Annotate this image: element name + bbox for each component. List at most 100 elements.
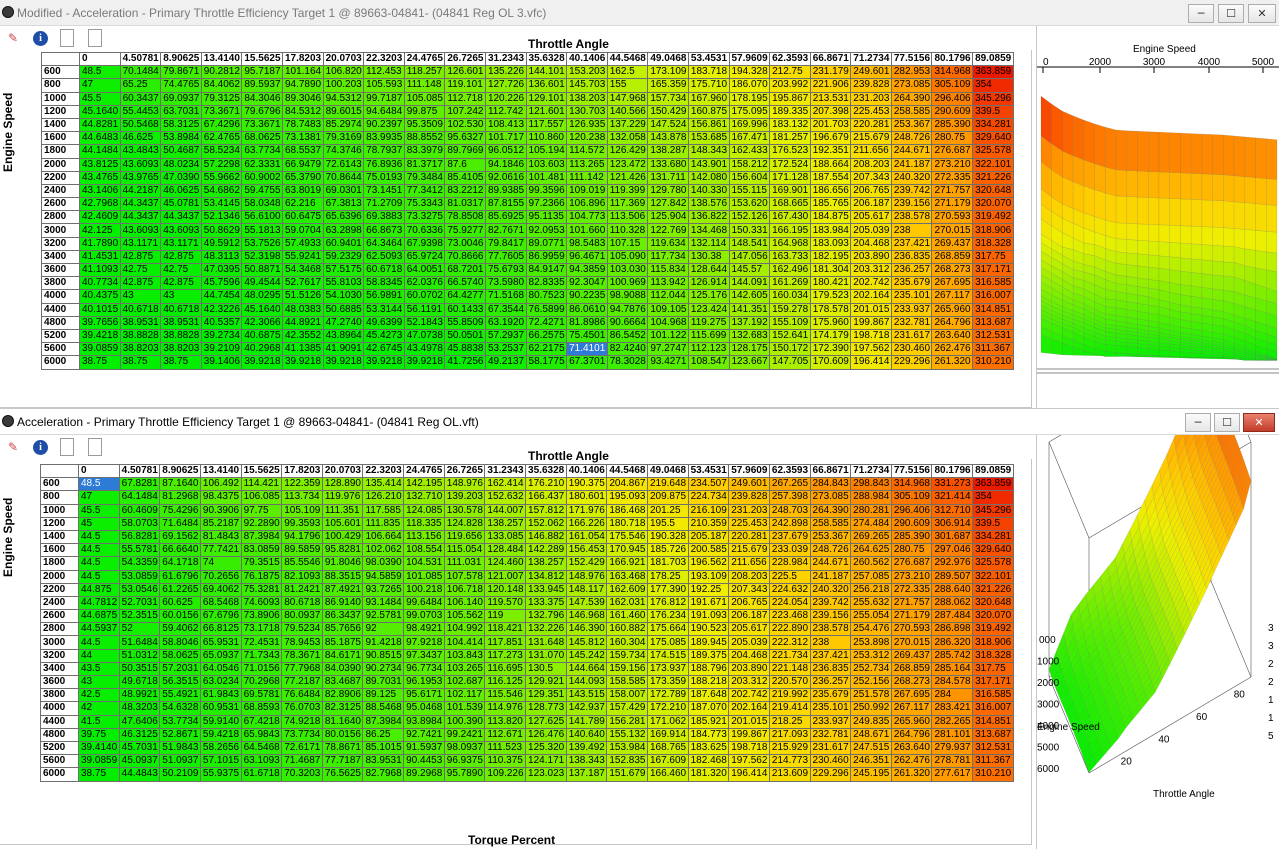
row-header[interactable]: 3400 <box>41 249 80 265</box>
table-cell[interactable]: 42.6745 <box>363 342 405 357</box>
table-cell[interactable]: 272.335 <box>931 170 974 185</box>
table-cell[interactable]: 202.742 <box>728 688 770 703</box>
table-cell[interactable]: 204.468 <box>850 236 892 251</box>
table-cell[interactable]: 41.1093 <box>79 262 121 278</box>
table-cell[interactable]: 86.5452 <box>606 328 649 344</box>
table-cell[interactable]: 269.437 <box>931 236 974 251</box>
row-header[interactable]: 1600 <box>41 131 80 146</box>
table-cell[interactable]: 82.4240 <box>606 342 649 357</box>
table-cell[interactable]: 257.085 <box>850 569 892 584</box>
table-cell[interactable]: 71.4101 <box>566 342 608 357</box>
table-cell[interactable]: 175.095 <box>728 104 771 119</box>
table-cell[interactable]: 79.3125 <box>200 91 243 106</box>
table-cell[interactable]: 148.117 <box>565 582 608 597</box>
table-cell[interactable]: 120.148 <box>484 582 527 597</box>
table-cell[interactable]: 96.9375 <box>443 754 486 769</box>
table-cell[interactable]: 205.039 <box>728 635 770 650</box>
table-cell[interactable]: 64.0546 <box>199 661 242 677</box>
table-cell[interactable]: 64.0051 <box>403 262 446 278</box>
table-cell[interactable]: 43.1171 <box>119 236 162 251</box>
table-cell[interactable]: 92.7421 <box>403 727 445 742</box>
table-cell[interactable]: 132.058 <box>606 131 649 146</box>
table-cell[interactable]: 161.269 <box>769 276 811 291</box>
table-cell[interactable]: 264.625 <box>850 543 892 558</box>
table-cell[interactable]: 53.4145 <box>200 197 243 212</box>
table-cell[interactable]: 280.281 <box>850 503 892 518</box>
column-header[interactable]: 62.3593 <box>768 463 811 479</box>
table-cell[interactable]: 51.0312 <box>118 648 161 663</box>
table-cell[interactable]: 292.976 <box>931 556 974 571</box>
table-cell[interactable]: 48.3113 <box>200 249 243 265</box>
table-cell[interactable]: 204.867 <box>606 477 648 492</box>
table-cell[interactable]: 224.054 <box>768 595 811 611</box>
table-cell[interactable]: 199.867 <box>850 315 892 330</box>
table-cell[interactable]: 123.472 <box>606 157 649 172</box>
table-cell[interactable]: 172.789 <box>646 688 689 703</box>
table-cell[interactable]: 268.273 <box>931 262 974 278</box>
table-cell[interactable]: 265.960 <box>931 302 974 317</box>
table-cell[interactable]: 112.453 <box>363 65 405 80</box>
table-cell[interactable]: 85.6925 <box>484 210 527 225</box>
table-cell[interactable]: 76.0703 <box>281 701 323 716</box>
table-cell[interactable]: 117.557 <box>525 117 568 133</box>
table-cell[interactable]: 112.044 <box>647 289 689 304</box>
row-header[interactable]: 4000 <box>41 289 80 304</box>
table-cell[interactable]: 43.4765 <box>79 170 121 185</box>
table-cell[interactable]: 115.699 <box>687 328 730 344</box>
table-cell[interactable]: 222.890 <box>768 622 811 637</box>
table-cell[interactable]: 133.375 <box>525 595 567 611</box>
table-cell[interactable]: 268.859 <box>890 661 933 677</box>
table-cell[interactable]: 71.5168 <box>484 289 527 304</box>
table-cell[interactable]: 244.671 <box>890 144 933 159</box>
table-cell[interactable]: 83.4687 <box>321 674 364 690</box>
table-cell[interactable]: 252.734 <box>850 661 892 677</box>
table-cell[interactable]: 74.4765 <box>160 78 202 93</box>
table-cell[interactable]: 40.7734 <box>79 276 121 291</box>
table-cell[interactable]: 173.109 <box>647 65 689 80</box>
table-cell[interactable]: 94.6484 <box>363 104 405 119</box>
table-cell[interactable]: 188.664 <box>809 157 852 172</box>
table-cell[interactable]: 217.093 <box>768 727 811 742</box>
row-header[interactable]: 3600 <box>41 262 80 278</box>
row-header[interactable]: 3200 <box>41 236 80 251</box>
table-cell[interactable]: 70.1484 <box>119 65 162 80</box>
table-cell[interactable]: 98.0390 <box>362 556 405 571</box>
table-cell[interactable]: 44.3437 <box>160 210 202 225</box>
table-cell[interactable]: 318.906 <box>972 223 1014 238</box>
table-cell[interactable]: 84.0390 <box>321 661 364 677</box>
table-cell[interactable]: 86.25 <box>362 727 405 742</box>
table-cell[interactable]: 119.399 <box>606 183 649 199</box>
table-cell[interactable]: 64.1718 <box>159 556 201 571</box>
table-cell[interactable]: 130.5 <box>525 661 567 677</box>
table-cell[interactable]: 94.7876 <box>606 302 649 317</box>
table-cell[interactable]: 136.601 <box>525 78 568 93</box>
table-cell[interactable]: 97.9218 <box>403 635 445 650</box>
table-cell[interactable]: 211.656 <box>728 556 770 571</box>
table-cell[interactable]: 64.5468 <box>240 740 283 756</box>
table-cell[interactable]: 82.3125 <box>321 701 364 716</box>
table-cell[interactable]: 108.413 <box>484 117 527 133</box>
table-cell[interactable]: 273.210 <box>931 157 974 172</box>
table-cell[interactable]: 239.828 <box>728 490 770 505</box>
table-cell[interactable]: 160.875 <box>687 104 730 119</box>
column-header[interactable]: 77.5156 <box>890 463 933 479</box>
table-cell[interactable]: 166.437 <box>525 490 567 505</box>
data-table[interactable]: 0 4.50781 8.90625 13.4140 15.5625 17.8203 20.0… <box>41 51 1014 370</box>
table-cell[interactable]: 52.7617 <box>281 276 324 291</box>
table-cell[interactable]: 126.914 <box>687 276 730 291</box>
table-cell[interactable]: 305.109 <box>931 78 974 93</box>
table-cell[interactable]: 47.0738 <box>403 328 446 344</box>
table-cell[interactable]: 101.122 <box>647 328 689 344</box>
table-cell[interactable]: 85.2974 <box>322 117 365 133</box>
table-cell[interactable]: 99.7187 <box>363 91 405 106</box>
table-cell[interactable]: 42.875 <box>119 276 162 291</box>
table-cell[interactable]: 219.992 <box>768 688 811 703</box>
table-cell[interactable]: 77.7187 <box>321 754 364 769</box>
table-cell[interactable]: 152.835 <box>606 754 648 769</box>
column-header[interactable]: 53.4531 <box>687 463 730 479</box>
table-cell[interactable]: 124.460 <box>484 556 527 571</box>
column-header[interactable]: 44.5468 <box>606 51 649 67</box>
table-cell[interactable]: 43.6093 <box>119 223 162 238</box>
table-cell[interactable]: 113.734 <box>281 490 323 505</box>
table-cell[interactable]: 67.3701 <box>566 355 608 370</box>
